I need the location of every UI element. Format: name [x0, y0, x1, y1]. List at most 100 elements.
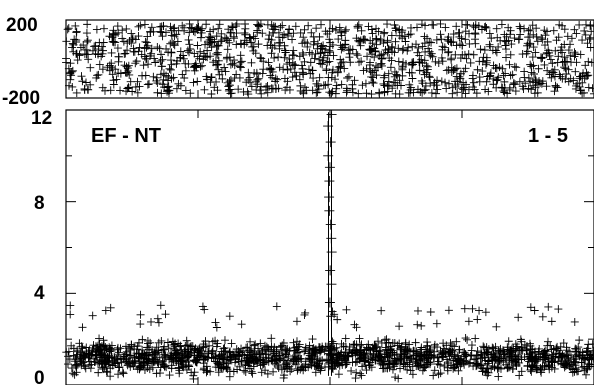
top-data-point [340, 27, 349, 36]
top-data-point [257, 89, 266, 98]
peak-data-point [326, 247, 337, 258]
top-data-point [159, 75, 168, 84]
top-data-point [134, 22, 143, 31]
top-data-point [386, 63, 395, 72]
bottom-data-point [213, 357, 222, 366]
top-data-point [540, 60, 549, 69]
top-data-point [521, 79, 530, 88]
peak-data-point [324, 192, 335, 203]
top-data-point [281, 46, 290, 55]
top-data-point [213, 41, 222, 50]
bottom-points [62, 109, 594, 383]
bottom-data-point [293, 345, 302, 354]
top-data-point [437, 53, 446, 62]
bottom-data-point [351, 374, 360, 383]
bottom-data-point [308, 335, 317, 344]
top-data-point [207, 73, 216, 82]
top-data-point [377, 59, 386, 68]
top-data-point [170, 23, 179, 32]
top-data-point [249, 42, 258, 51]
bottom-data-point [189, 374, 198, 383]
bottom-data-point [413, 320, 422, 329]
top-data-point [465, 39, 474, 48]
top-data-point [109, 80, 118, 89]
top-data-point [337, 27, 346, 36]
bottom-data-point [165, 355, 174, 364]
top-data-point [408, 74, 417, 83]
top-points [62, 19, 594, 99]
top-data-point [438, 42, 447, 51]
top-data-point [169, 73, 178, 82]
bottom-data-point [360, 356, 369, 365]
top-data-point [157, 62, 166, 71]
bottom-data-point [318, 356, 327, 365]
top-data-point [257, 82, 266, 91]
bottom-data-point [530, 306, 539, 315]
bottom-data-point [583, 347, 592, 356]
top-data-point [418, 88, 427, 97]
top-data-point [516, 30, 525, 39]
top-data-point [297, 61, 306, 70]
bottom-data-point [454, 366, 463, 375]
bottom-data-point [167, 364, 176, 373]
top-data-point [72, 88, 81, 97]
top-data-point [434, 59, 443, 68]
top-data-point [370, 66, 379, 75]
top-data-point [506, 50, 515, 59]
bottom-data-point [423, 342, 432, 351]
top-data-point [286, 64, 295, 73]
bottom-data-point [334, 370, 343, 379]
bottom-data-point [350, 320, 359, 329]
bottom-data-point [491, 342, 500, 351]
top-data-point [444, 48, 453, 57]
top-data-point [140, 44, 149, 53]
bottom-data-point [153, 314, 162, 323]
bottom-data-point [433, 359, 442, 368]
top-data-point [309, 74, 318, 83]
bottom-data-point [460, 304, 469, 313]
top-data-point [447, 38, 456, 47]
bottom-data-point [267, 342, 276, 351]
top-data-point [401, 37, 410, 46]
bottom-data-point [377, 338, 386, 347]
top-data-point [337, 31, 346, 40]
bottom-data-point [68, 369, 77, 378]
top-data-point [283, 65, 292, 74]
bottom-data-point [247, 367, 256, 376]
top-data-point [229, 32, 238, 41]
top-data-point [95, 60, 104, 69]
top-data-point [541, 31, 550, 40]
top-data-point [529, 61, 538, 70]
top-data-point [329, 51, 338, 60]
top-data-point [423, 62, 432, 71]
bottom-data-point [114, 348, 123, 357]
top-data-point [169, 24, 178, 33]
bottom-data-point [282, 360, 291, 369]
top-data-point [172, 30, 181, 39]
top-data-point [193, 41, 202, 50]
top-data-point [242, 38, 251, 47]
bottom-data-point [339, 353, 348, 362]
bottom-data-point [527, 362, 536, 371]
bottom-data-point [416, 361, 425, 370]
top-data-point [185, 40, 194, 49]
bottom-data-point [504, 337, 513, 346]
bottom-data-point [205, 341, 214, 350]
bottom-data-point [89, 341, 98, 350]
top-data-point [239, 87, 248, 96]
top-data-point [341, 25, 350, 34]
bottom-data-point [544, 361, 553, 370]
bottom-data-point [193, 353, 202, 362]
top-data-point [522, 49, 531, 58]
top-data-point [551, 81, 560, 90]
top-data-point [256, 53, 265, 62]
top-data-point [309, 32, 318, 41]
peak-data-point [323, 150, 334, 161]
top-data-point [166, 39, 175, 48]
top-data-point [289, 46, 298, 55]
bottom-data-point [126, 346, 135, 355]
bottom-data-point [77, 348, 86, 357]
bottom-data-point [503, 364, 512, 373]
bottom-data-point [443, 366, 452, 375]
